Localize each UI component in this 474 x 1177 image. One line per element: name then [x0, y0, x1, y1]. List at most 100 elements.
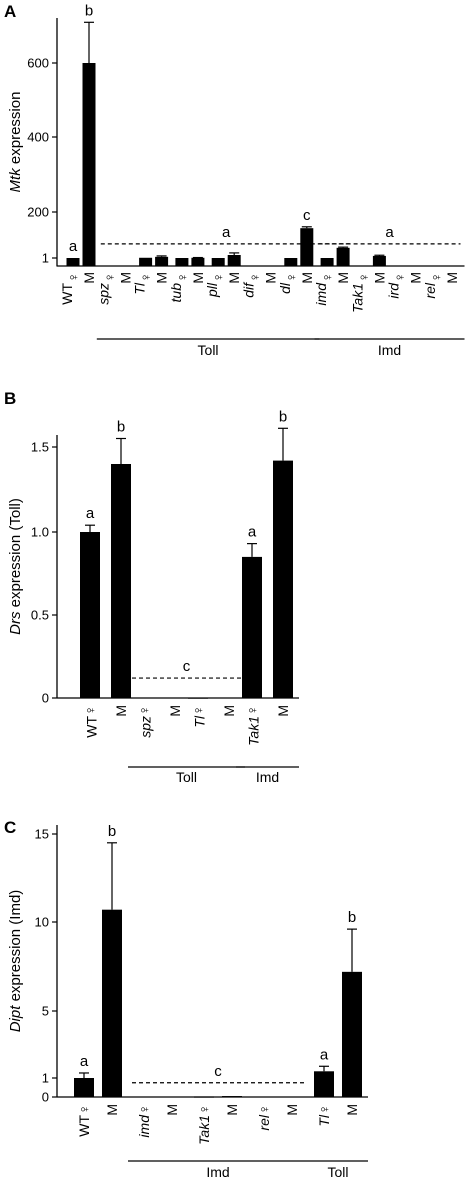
- genotype-label: ird: [386, 282, 402, 299]
- sex-label-male: M: [113, 705, 129, 717]
- group-label: Imd: [256, 769, 279, 785]
- genotype-label: spz: [138, 716, 154, 738]
- significance-letter: a: [248, 524, 257, 541]
- genotype-label: tub: [168, 283, 184, 303]
- genotype-label: WT: [59, 283, 75, 305]
- sex-label-male: M: [284, 1104, 300, 1116]
- sex-label-male: M: [224, 1104, 240, 1116]
- sex-label-female: ♀: [256, 1104, 272, 1115]
- sex-label-female: ♀: [392, 272, 408, 283]
- sex-label-male: M: [81, 272, 97, 284]
- sex-label-female: ♀: [355, 272, 371, 283]
- sex-label-male: M: [371, 272, 387, 284]
- bar-male: [227, 254, 241, 266]
- sex-label-female: ♀: [65, 272, 81, 283]
- panel-label-c: C: [4, 818, 16, 837]
- bar-male: [222, 1096, 242, 1098]
- significance-letter: b: [348, 909, 356, 926]
- sex-label-female: ♀: [136, 705, 152, 716]
- sex-label-female: ♀: [316, 1104, 332, 1115]
- genotype-label: Tl: [192, 715, 208, 728]
- sex-label-female: ♀: [174, 272, 190, 283]
- genotype-label: dl: [277, 282, 293, 294]
- sex-label-male: M: [104, 1104, 120, 1116]
- sex-label-female: ♀: [319, 272, 335, 283]
- sex-label-male: M: [167, 705, 183, 717]
- sex-label-female: ♀: [190, 705, 206, 716]
- significance-letter: c: [214, 1063, 222, 1080]
- significance-letter: c: [183, 658, 191, 675]
- genotype-label: Tl: [132, 282, 148, 295]
- sex-label-male: M: [344, 1104, 360, 1116]
- group-label: Imd: [378, 342, 401, 358]
- bar-female: [139, 257, 153, 266]
- bar-male: [102, 909, 122, 1097]
- bar-male: [191, 257, 205, 266]
- y-tick-label: 400: [27, 130, 49, 145]
- significance-letter: b: [279, 408, 287, 425]
- bar-male: [372, 255, 386, 266]
- y-tick-label: 0.5: [31, 608, 49, 623]
- y-tick-label: 600: [27, 56, 49, 71]
- bar-female: [66, 258, 80, 266]
- sex-label-female: ♀: [210, 272, 226, 283]
- y-tick-label: 0: [42, 691, 49, 706]
- genotype-label: WT: [76, 1115, 92, 1137]
- bar-male: [273, 460, 293, 698]
- genotype-label: imd: [136, 1114, 152, 1138]
- y-tick-label: 1.5: [31, 440, 49, 455]
- bar-male: [342, 971, 362, 1097]
- sex-label-male: M: [444, 272, 460, 284]
- y-tick-label: 200: [27, 205, 49, 220]
- y-tick-label: 15: [35, 827, 49, 842]
- bar-female: [314, 1071, 334, 1097]
- y-axis-label-gene: Mtk: [7, 167, 24, 193]
- y-tick-label: 1: [42, 1071, 49, 1086]
- genotype-label: pll: [204, 282, 220, 298]
- sex-label-male: M: [299, 272, 315, 284]
- sex-label-male: M: [164, 1104, 180, 1116]
- sex-label-male: M: [275, 705, 291, 717]
- group-label: Toll: [198, 342, 219, 358]
- sex-label-male: M: [190, 272, 206, 284]
- significance-letter: a: [222, 224, 231, 241]
- bar-male: [336, 247, 350, 266]
- group-label: Toll: [327, 1164, 348, 1177]
- panel-label-b: B: [4, 389, 16, 408]
- genotype-label: Tak1: [349, 283, 365, 313]
- group-label: Toll: [176, 769, 197, 785]
- significance-letter: a: [320, 1046, 329, 1063]
- bar-female: [194, 1096, 214, 1098]
- genotype-label: dif: [241, 281, 257, 298]
- sex-label-female: ♀: [136, 1104, 152, 1115]
- bar-male: [82, 63, 96, 266]
- genotype-label: Tak1: [196, 1115, 212, 1145]
- bar-female: [320, 258, 334, 266]
- y-tick-label: 1.0: [31, 525, 49, 540]
- sex-label-male: M: [154, 272, 170, 284]
- bar-female: [175, 258, 189, 266]
- y-axis-label: Mtk expression: [7, 92, 24, 193]
- significance-letter: a: [69, 238, 78, 255]
- sex-label-male: M: [221, 705, 237, 717]
- group-label: Imd: [206, 1164, 229, 1177]
- sex-label-male: M: [117, 272, 133, 284]
- genotype-label: rel: [256, 1114, 272, 1130]
- sex-label-male: M: [263, 272, 279, 284]
- sex-label-female: ♀: [196, 1104, 212, 1115]
- genotype-label: imd: [313, 282, 329, 306]
- y-axis-label-rest: expression (Toll): [7, 498, 24, 611]
- significance-letter: b: [117, 419, 125, 436]
- y-tick-label: 1: [42, 251, 49, 266]
- bar-female: [211, 258, 225, 266]
- y-axis-label: Drs expression (Toll): [7, 498, 24, 635]
- bar-female: [284, 258, 298, 266]
- y-axis-label-gene: Dipt: [7, 1005, 24, 1033]
- sex-label-male: M: [335, 272, 351, 284]
- y-axis-label-rest: expression: [7, 92, 24, 169]
- y-axis-label: Dipt expression (Imd): [7, 890, 24, 1033]
- significance-letter: a: [86, 505, 95, 522]
